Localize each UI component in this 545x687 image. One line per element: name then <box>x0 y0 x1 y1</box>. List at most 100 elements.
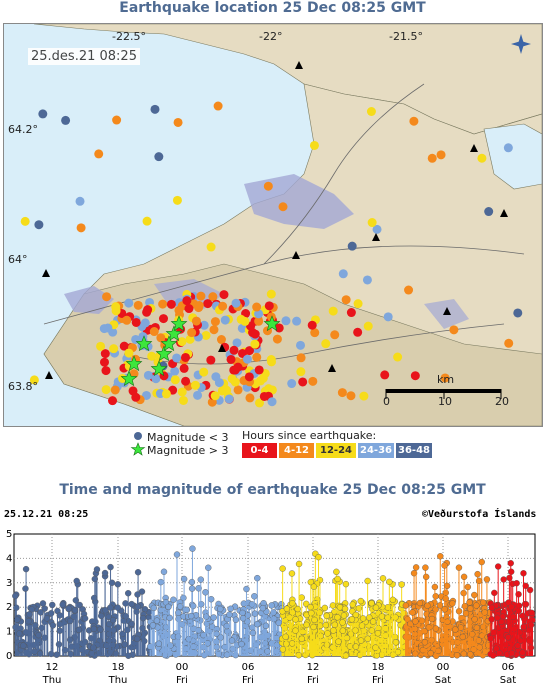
quake-marker <box>259 391 269 401</box>
quake-point <box>473 624 481 631</box>
quake-marker <box>101 366 111 376</box>
quake-marker <box>393 352 403 362</box>
quake-point <box>166 614 173 622</box>
quake-point <box>352 611 360 619</box>
quake-marker <box>143 370 153 380</box>
quake-point <box>455 564 463 571</box>
quake-marker <box>229 345 239 355</box>
quake-marker <box>216 335 226 345</box>
quake-point <box>310 583 318 590</box>
quake-point <box>372 604 380 611</box>
quake-marker <box>75 196 85 206</box>
quake-point <box>476 644 483 651</box>
quake-marker <box>182 296 192 306</box>
quake-point <box>25 617 32 625</box>
quake-point <box>335 638 342 645</box>
quake-point <box>330 627 337 634</box>
quake-point <box>107 563 114 571</box>
quake-marker <box>214 378 224 388</box>
quake-point <box>342 652 350 659</box>
quake-marker <box>245 393 255 403</box>
quake-point <box>153 617 161 624</box>
y-tick-label: 1 <box>6 627 12 638</box>
x-tick-hour: 12 <box>307 662 320 673</box>
quake-point <box>26 611 33 618</box>
quake-point <box>443 582 451 590</box>
quake-point <box>128 620 135 628</box>
scale-bar <box>385 389 502 399</box>
quake-point <box>149 622 157 629</box>
quake-marker <box>187 328 197 338</box>
quake-point <box>292 616 299 623</box>
quake-point <box>243 585 250 593</box>
quake-marker <box>149 327 159 337</box>
quake-marker <box>100 349 110 359</box>
quake-marker <box>210 317 220 327</box>
quake-point <box>444 618 451 625</box>
quake-point <box>441 606 448 613</box>
quake-point <box>453 652 461 659</box>
quake-point <box>240 600 248 607</box>
quake-marker <box>103 323 113 333</box>
quake-point <box>295 652 302 659</box>
quake-point <box>342 580 350 588</box>
quake-point <box>139 614 147 622</box>
quake-point <box>49 622 57 629</box>
quake-point <box>35 631 42 639</box>
legend-mag-small: Magnitude < 3 <box>147 431 229 444</box>
legend-mag-large: Magnitude > 3 <box>147 444 229 457</box>
quake-point <box>59 601 66 608</box>
quake-point <box>180 594 187 602</box>
quake-marker <box>128 386 138 396</box>
quake-point <box>264 648 271 655</box>
quake-marker <box>330 330 340 340</box>
quake-point <box>217 605 224 613</box>
quake-marker <box>122 315 132 325</box>
quake-point <box>32 622 39 629</box>
quake-marker <box>427 153 437 163</box>
quake-point <box>398 581 405 588</box>
scale-tick: 10 <box>438 395 452 408</box>
quake-point <box>491 589 498 597</box>
quake-point <box>331 621 338 628</box>
quake-point <box>500 576 507 583</box>
quake-point <box>483 576 491 583</box>
quake-marker <box>363 321 373 331</box>
quake-point <box>121 641 128 648</box>
quake-marker <box>209 325 219 335</box>
quake-marker <box>112 115 122 125</box>
quake-point <box>412 564 420 571</box>
quake-point <box>334 575 341 583</box>
quake-marker <box>372 224 382 234</box>
x-tick-hour: 06 <box>502 662 515 673</box>
star-icon <box>160 335 178 352</box>
quake-marker <box>353 299 363 309</box>
quake-point <box>56 612 64 619</box>
earthquake-map[interactable]: -22.5° -22° -21.5° 64.2° 64° 63.8° km 0 … <box>3 23 543 427</box>
quake-marker <box>252 302 262 312</box>
y-tick-label: 3 <box>6 578 12 589</box>
quake-point <box>329 602 337 609</box>
quake-marker <box>310 328 320 338</box>
quake-point <box>389 596 397 604</box>
quake-marker <box>440 373 450 383</box>
quake-point <box>348 616 356 623</box>
quake-point <box>254 620 261 628</box>
quake-point <box>227 605 234 612</box>
x-tick-day: Thu <box>108 675 128 686</box>
quake-point <box>292 627 299 634</box>
quake-point <box>244 618 251 625</box>
quake-point <box>189 602 197 610</box>
quake-marker <box>181 376 191 386</box>
quake-point <box>14 616 21 623</box>
quake-point <box>432 593 439 600</box>
quake-point <box>98 612 105 620</box>
quake-point <box>279 646 287 653</box>
quake-marker <box>449 325 459 335</box>
quake-point <box>520 623 527 631</box>
legend-markers <box>130 432 146 456</box>
quake-marker <box>380 370 390 380</box>
quake-point <box>323 612 330 620</box>
quake-marker <box>233 362 243 372</box>
quake-point <box>416 599 424 607</box>
